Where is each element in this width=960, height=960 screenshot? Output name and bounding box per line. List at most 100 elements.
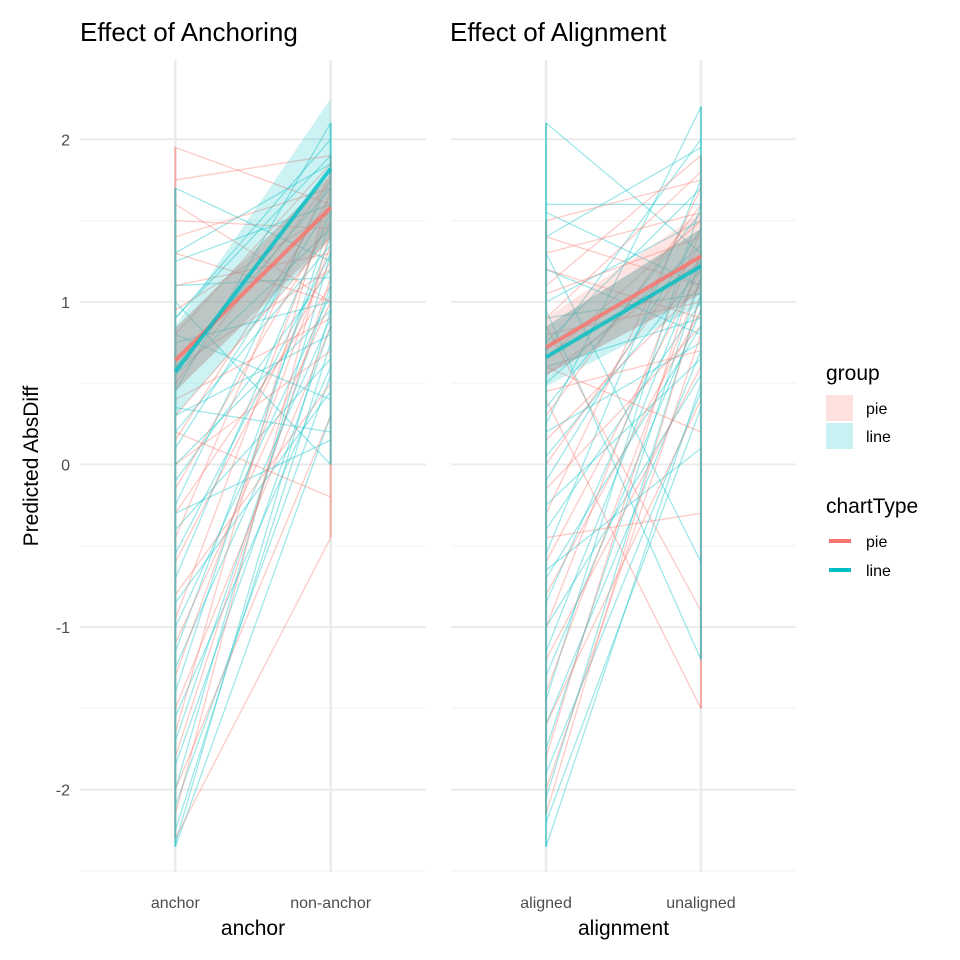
legend: group pie line chartType pie line bbox=[826, 362, 918, 580]
chart-title: Effect of Alignment bbox=[450, 17, 667, 47]
participant-line-pie bbox=[545, 399, 702, 725]
participant-line-line bbox=[545, 252, 702, 563]
participant-line-line bbox=[174, 228, 332, 376]
participant-line-pie bbox=[174, 268, 332, 368]
participant-line-pie bbox=[174, 187, 332, 733]
participant-line-line bbox=[174, 236, 332, 652]
participant-line-line bbox=[174, 268, 332, 482]
participant-lines bbox=[545, 106, 702, 847]
participant-line-pie bbox=[545, 309, 702, 595]
participant-line-line bbox=[545, 179, 702, 555]
participant-line-pie bbox=[545, 252, 702, 758]
participant-line-line bbox=[174, 122, 332, 392]
legend-label-line: line bbox=[866, 429, 891, 446]
legend-key-pie bbox=[826, 395, 853, 421]
participant-line-line bbox=[174, 374, 332, 807]
participant-line-line bbox=[545, 220, 702, 303]
x-tick-labels: aligned unaligned bbox=[520, 895, 735, 912]
participant-line-pie bbox=[175, 146, 331, 205]
legend-group-title: group bbox=[826, 362, 880, 385]
participant-line-line bbox=[174, 293, 332, 628]
y-tick-label: -2 bbox=[56, 783, 70, 800]
participant-line-line bbox=[175, 333, 331, 401]
participant-line-line bbox=[174, 342, 332, 831]
legend-group-items: pie line bbox=[826, 395, 891, 449]
participant-line-line bbox=[545, 146, 702, 238]
participant-line-line bbox=[545, 204, 702, 701]
participant-line-line bbox=[174, 366, 332, 717]
participant-line-pie bbox=[545, 236, 702, 287]
y-tick-label: 2 bbox=[61, 132, 70, 149]
participant-line-pie bbox=[174, 350, 332, 466]
participant-line-pie bbox=[174, 326, 332, 709]
participant-line-pie bbox=[174, 285, 332, 514]
legend-label-line: line bbox=[866, 563, 891, 580]
participant-line-line bbox=[175, 406, 331, 433]
participant-line-line bbox=[545, 244, 702, 384]
participant-line-line bbox=[545, 309, 702, 660]
participant-line-line bbox=[545, 325, 702, 579]
participant-line-line bbox=[545, 293, 702, 319]
y-tick-label: -1 bbox=[56, 620, 70, 637]
participant-line-line bbox=[174, 326, 332, 766]
participant-line-pie bbox=[174, 228, 332, 815]
ci-ribbon-line bbox=[546, 228, 701, 387]
ci-ribbon-line bbox=[175, 98, 331, 416]
panel-1: Effect of Anchoring -2 -1 0 1 2 Predicted AbsD… bbox=[20, 17, 426, 940]
participant-lines bbox=[174, 122, 332, 847]
y-axis-title: Predicted AbsDiff bbox=[20, 385, 43, 546]
participant-line-pie bbox=[545, 268, 702, 319]
participant-line-line bbox=[174, 252, 332, 555]
participant-line-pie bbox=[545, 366, 702, 433]
participant-line-pie bbox=[545, 211, 702, 254]
participant-line-pie bbox=[545, 155, 702, 287]
y-tick-labels: -2 -1 0 1 2 bbox=[56, 132, 70, 799]
chart-title: Effect of Anchoring bbox=[80, 17, 298, 47]
participant-line-pie bbox=[545, 366, 702, 660]
participant-line-line bbox=[174, 285, 332, 742]
y-tick-label: 1 bbox=[61, 295, 70, 312]
participant-line-line bbox=[174, 390, 332, 604]
participant-line-line bbox=[545, 252, 702, 603]
participant-line-line bbox=[175, 439, 331, 514]
mean-line-line bbox=[173, 167, 333, 374]
participant-line-pie bbox=[545, 220, 702, 360]
participant-line-pie bbox=[174, 301, 332, 644]
participant-line-line bbox=[174, 415, 332, 847]
participant-line-line bbox=[545, 317, 702, 368]
x-axis-title: anchor bbox=[221, 917, 285, 940]
participant-line-pie bbox=[545, 171, 702, 319]
participant-line-line bbox=[545, 268, 702, 457]
participant-line-line bbox=[545, 309, 702, 677]
participant-line-pie bbox=[174, 382, 332, 595]
participant-line-line bbox=[174, 163, 332, 254]
participant-line-pie bbox=[545, 325, 702, 612]
y-tick-label: 0 bbox=[61, 458, 70, 475]
participant-line-pie bbox=[545, 179, 702, 222]
participant-line-line bbox=[545, 407, 702, 823]
participant-line-pie bbox=[174, 415, 332, 790]
mean-line-pie bbox=[545, 254, 702, 350]
participant-line-pie bbox=[175, 154, 331, 181]
participant-line-pie bbox=[174, 537, 332, 839]
participant-line-line bbox=[174, 203, 332, 449]
category-range-bars bbox=[545, 106, 702, 847]
participant-line-line bbox=[174, 155, 332, 319]
participant-line-line bbox=[174, 138, 332, 319]
legend-key-line bbox=[826, 423, 853, 449]
participant-line-pie bbox=[174, 163, 332, 335]
mean-lines bbox=[173, 167, 333, 374]
category-range-bars bbox=[174, 123, 332, 847]
participant-line-pie bbox=[174, 220, 332, 490]
participant-line-line bbox=[174, 317, 332, 669]
participant-line-pie bbox=[545, 399, 702, 709]
participant-line-line bbox=[174, 309, 332, 465]
participant-line-pie bbox=[545, 512, 702, 539]
participant-line-pie bbox=[545, 285, 702, 441]
participant-line-pie bbox=[545, 350, 702, 392]
participant-line-line bbox=[545, 374, 702, 628]
participant-line-line bbox=[545, 138, 702, 352]
participant-line-line bbox=[174, 358, 332, 530]
